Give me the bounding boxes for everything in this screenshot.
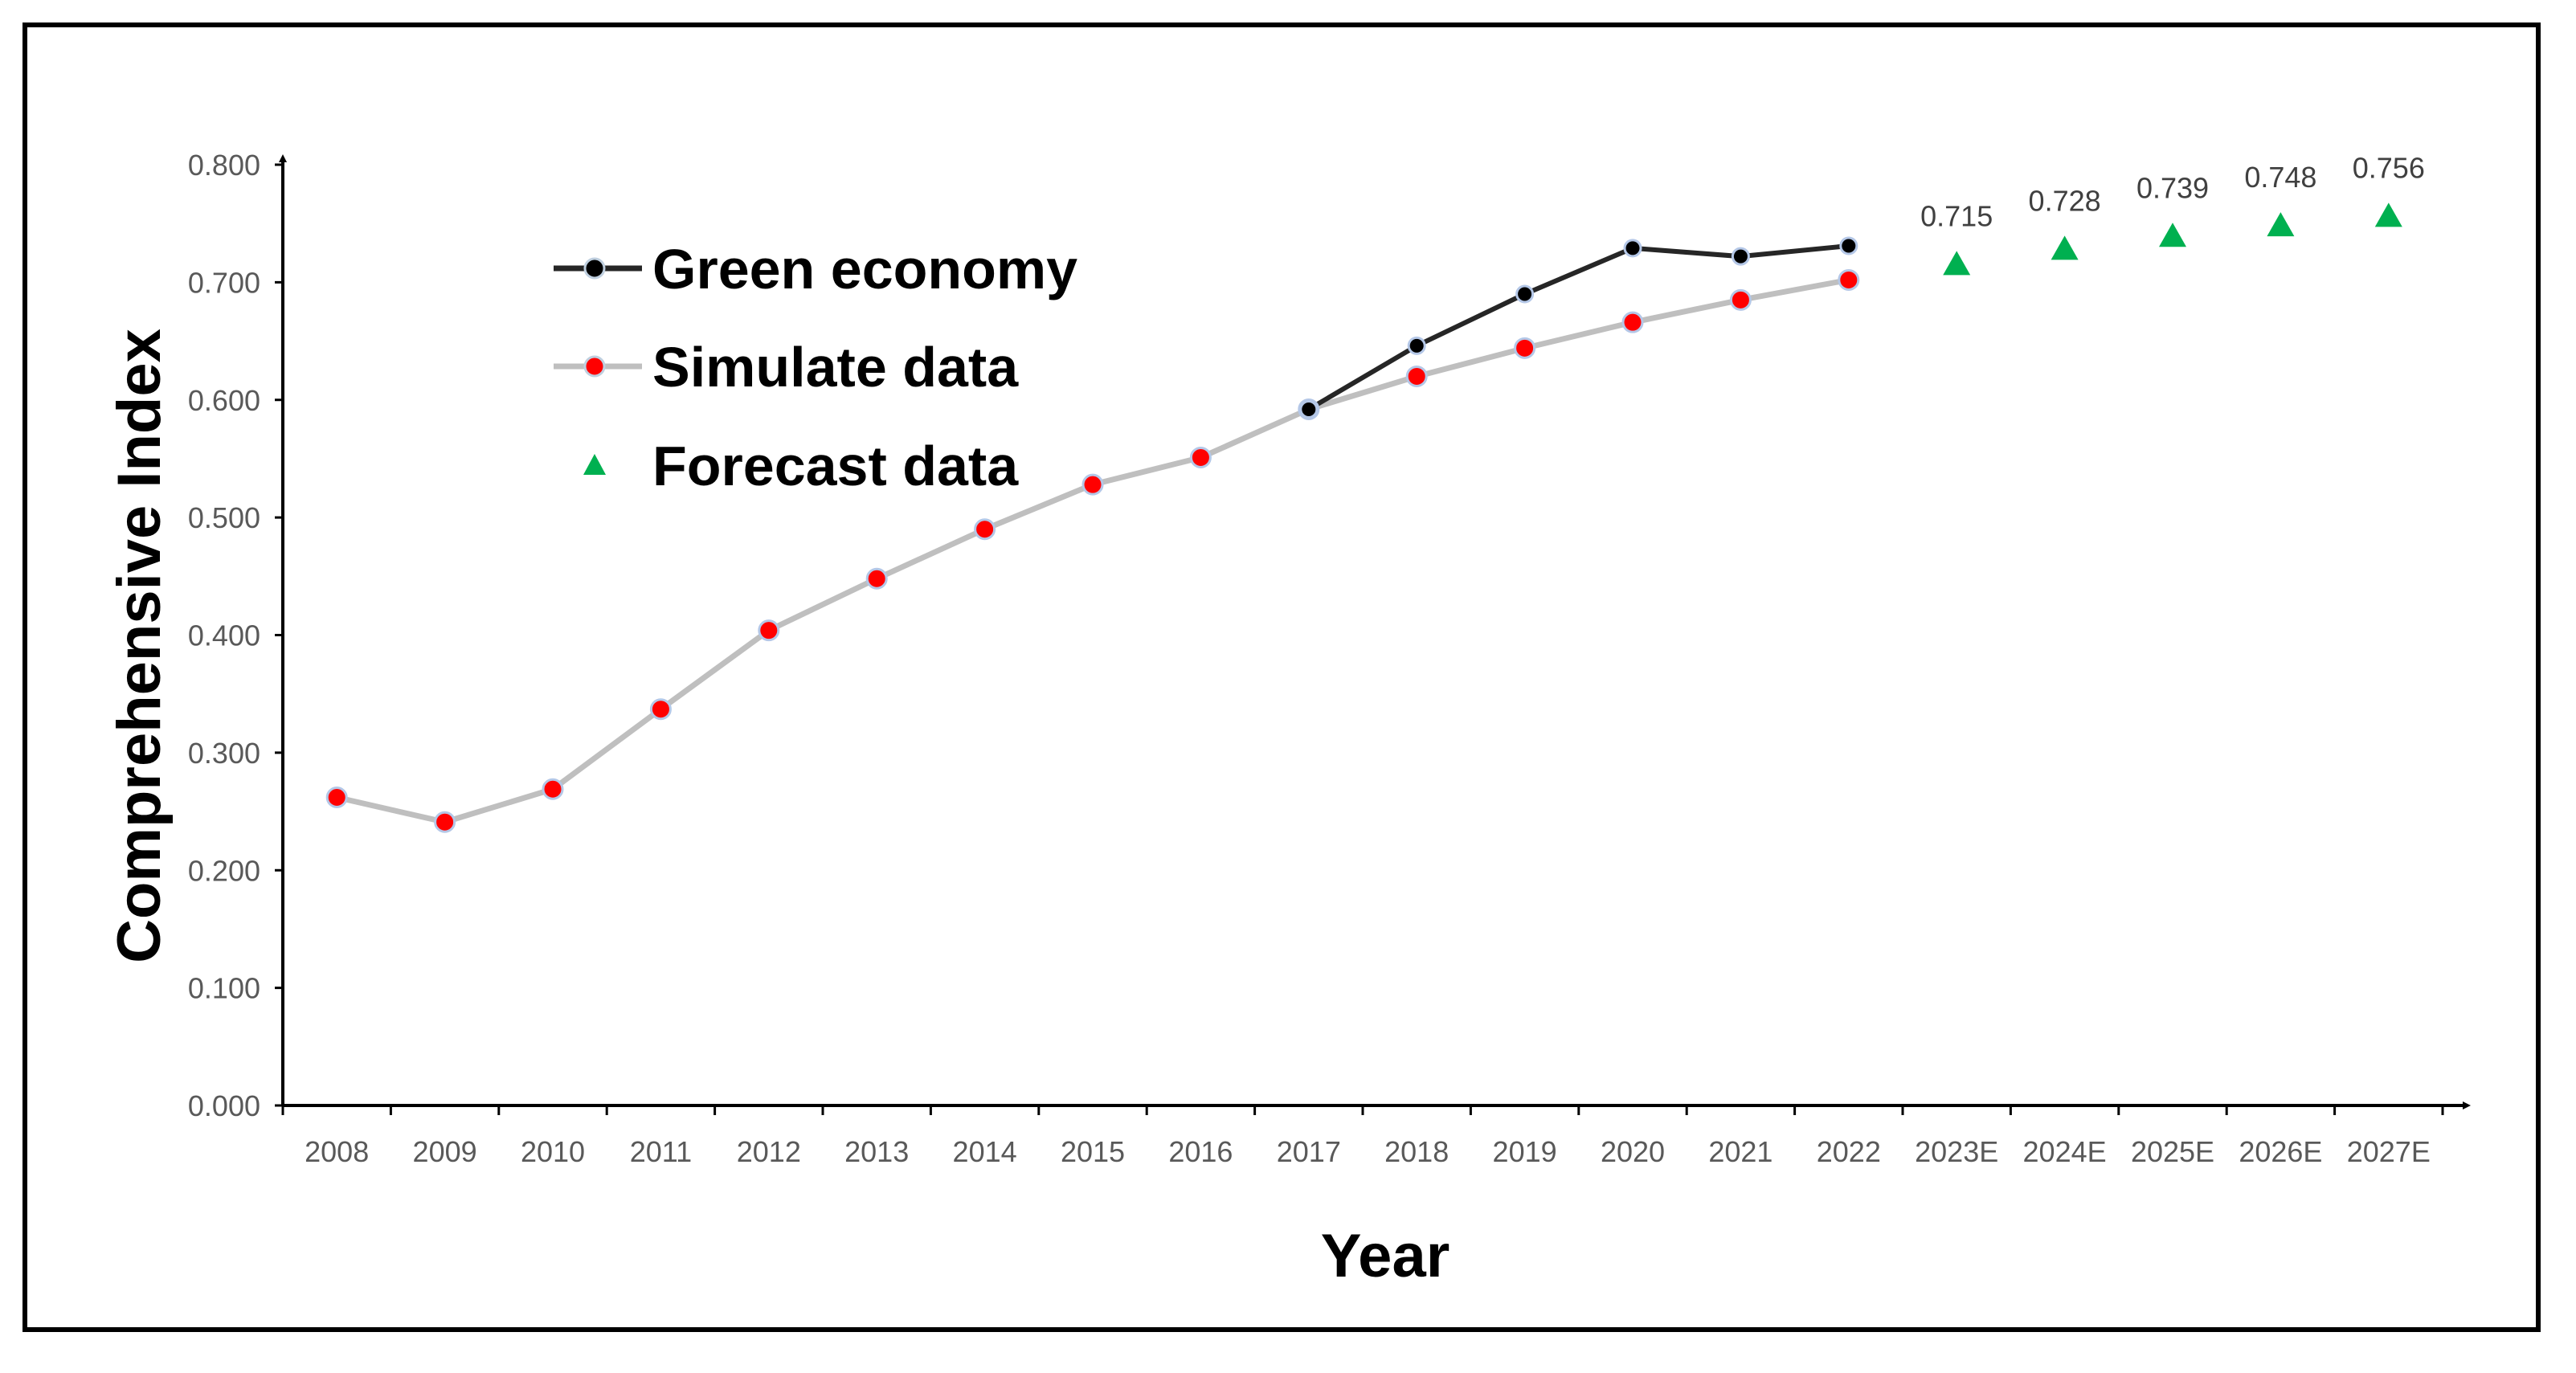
x-tick-label: 2025E bbox=[2131, 1135, 2214, 1168]
x-tick-label: 2020 bbox=[1601, 1135, 1665, 1168]
data-point-simulate-data bbox=[1838, 268, 1860, 291]
y-tick-label: 0.500 bbox=[188, 501, 260, 534]
y-tick-label: 0.600 bbox=[188, 384, 260, 417]
y-tick-label: 0.800 bbox=[188, 149, 260, 182]
chart-frame: 0.000 0.100 0.200 0.300 0.400 0.500 0.600 0.700… bbox=[22, 22, 2541, 1332]
series-line-simulate-data bbox=[336, 277, 1850, 825]
x-axis-title: Year bbox=[1321, 1222, 1450, 1290]
x-tick-label: 2012 bbox=[737, 1135, 801, 1168]
y-tick-label: 0.300 bbox=[188, 737, 260, 770]
x-tick-label: 2010 bbox=[521, 1135, 585, 1168]
legend-item-green-economy: Green economy bbox=[554, 238, 1077, 300]
y-tick-label: 0.000 bbox=[188, 1089, 260, 1122]
data-point-green-economy bbox=[1731, 247, 1750, 266]
x-tick-label: 2016 bbox=[1168, 1135, 1233, 1168]
x-tick-label: 2014 bbox=[953, 1135, 1017, 1168]
x-tick-label: 2009 bbox=[413, 1135, 477, 1168]
data-point-green-economy bbox=[1299, 399, 1319, 419]
data-point-forecast bbox=[2267, 212, 2295, 237]
x-tick-label: 2019 bbox=[1493, 1135, 1557, 1168]
legend-label-forecast-data: Forecast data bbox=[652, 435, 1019, 497]
data-point-simulate-data bbox=[542, 778, 564, 800]
data-point-green-economy bbox=[1839, 236, 1858, 255]
y-tick-label: 0.100 bbox=[188, 972, 260, 1005]
data-point-simulate-data bbox=[758, 619, 780, 642]
x-tick-label: 2015 bbox=[1061, 1135, 1125, 1168]
legend-item-simulate-data: Simulate data bbox=[554, 336, 1019, 398]
x-tick-label: 2022 bbox=[1817, 1135, 1881, 1168]
data-point-simulate-data bbox=[325, 786, 348, 808]
data-point-simulate-data bbox=[434, 811, 456, 833]
data-point-simulate-data bbox=[1514, 337, 1536, 359]
x-tick-label: 2023E bbox=[1915, 1135, 1998, 1168]
data-point-forecast bbox=[1943, 251, 1971, 276]
data-label-forecast: 0.728 bbox=[2029, 184, 2101, 217]
y-tick-label: 0.400 bbox=[188, 619, 260, 652]
data-point-simulate-data bbox=[865, 567, 888, 590]
legend: Green economy Simulate data Forecast dat… bbox=[554, 238, 1077, 497]
data-label-forecast: 0.739 bbox=[2136, 171, 2209, 204]
line-chart: 0.000 0.100 0.200 0.300 0.400 0.500 0.600 0.700… bbox=[105, 149, 2471, 1290]
data-point-simulate-data bbox=[1729, 288, 1752, 311]
x-tick-label: 2013 bbox=[844, 1135, 909, 1168]
x-tick-label: 2011 bbox=[630, 1135, 692, 1168]
series-line-green-economy bbox=[1307, 243, 1850, 412]
data-point-simulate-data bbox=[1405, 365, 1428, 387]
data-point-green-economy bbox=[1515, 284, 1535, 304]
x-tick-label: 2027E bbox=[2347, 1135, 2431, 1168]
data-point-simulate-data bbox=[1189, 446, 1212, 468]
x-tick-label: 2018 bbox=[1384, 1135, 1449, 1168]
y-tick-label: 0.200 bbox=[188, 854, 260, 887]
data-point-simulate-data bbox=[649, 698, 672, 721]
legend-label-simulate-data: Simulate data bbox=[652, 336, 1019, 398]
x-tick-label: 2024E bbox=[2023, 1135, 2107, 1168]
data-label-forecast: 0.756 bbox=[2353, 151, 2425, 184]
x-tick-label: 2008 bbox=[305, 1135, 369, 1168]
x-tick-label: 2017 bbox=[1277, 1135, 1341, 1168]
data-point-simulate-data bbox=[1082, 473, 1104, 496]
x-tick-label: 2026E bbox=[2239, 1135, 2322, 1168]
data-point-simulate-data bbox=[1621, 311, 1644, 333]
y-tick-label: 0.700 bbox=[188, 266, 260, 299]
data-label-forecast: 0.748 bbox=[2244, 161, 2316, 194]
data-point-forecast bbox=[2159, 223, 2186, 247]
data-point-green-economy bbox=[1407, 336, 1426, 355]
data-label-forecast: 0.715 bbox=[1920, 199, 1993, 232]
data-point-forecast bbox=[2051, 235, 2079, 260]
data-point-green-economy bbox=[1623, 239, 1642, 258]
legend-item-forecast-data: Forecast data bbox=[583, 435, 1019, 497]
x-tick-label: 2021 bbox=[1708, 1135, 1773, 1168]
legend-label-green-economy: Green economy bbox=[652, 238, 1077, 300]
data-point-simulate-data bbox=[974, 518, 996, 541]
y-axis-title: Comprehensive Index bbox=[105, 329, 174, 963]
data-point-forecast bbox=[2374, 202, 2402, 227]
